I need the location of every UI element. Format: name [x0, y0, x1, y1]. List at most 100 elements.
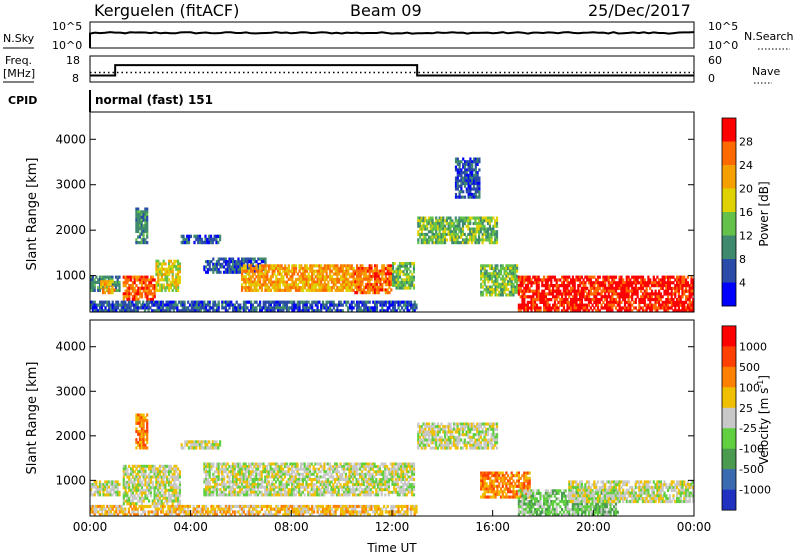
echo-cell: [216, 491, 218, 494]
echo-cell: [466, 171, 468, 174]
echo-cell: [324, 281, 326, 284]
echo-cell: [530, 284, 532, 287]
freq-label: Freq.: [5, 54, 32, 67]
echo-cell: [143, 427, 145, 430]
echo-region: [417, 217, 498, 245]
echo-cell: [685, 287, 687, 290]
echo-cell: [568, 276, 570, 279]
echo-cell: [286, 275, 288, 278]
echo-cell: [208, 440, 210, 443]
echo-cell: [581, 298, 583, 301]
echo-cell: [601, 298, 603, 301]
echo-cell: [112, 301, 114, 304]
echo-cell: [144, 492, 146, 495]
echo-cell: [146, 276, 148, 279]
echo-cell: [135, 438, 137, 441]
colorbar-swatch: [722, 236, 736, 260]
echo-cell: [215, 238, 217, 241]
echo-cell: [478, 158, 480, 161]
echo-cell: [219, 271, 221, 274]
echo-cell: [195, 440, 197, 443]
echo-cell: [266, 468, 268, 471]
echo-cell: [150, 492, 152, 495]
echo-cell: [520, 287, 522, 290]
echo-cell: [277, 463, 279, 466]
echo-cell: [94, 493, 96, 496]
echo-cell: [455, 230, 457, 233]
echo-cell: [148, 473, 150, 476]
echo-cell: [126, 281, 128, 284]
echo-cell: [563, 281, 565, 284]
echo-cell: [135, 284, 137, 287]
echo-cell: [179, 484, 181, 487]
echo-cell: [250, 286, 252, 289]
echo-cell: [206, 241, 208, 244]
echo-cell: [550, 298, 552, 301]
echo-cell: [128, 484, 130, 487]
echo-cell: [172, 276, 174, 279]
echo-cell: [212, 241, 214, 244]
echo-cell: [491, 238, 493, 241]
echo-cell: [631, 284, 633, 287]
echo-cell: [340, 301, 342, 304]
echo-cell: [345, 275, 347, 278]
echo-cell: [295, 264, 297, 267]
echo-cell: [221, 304, 223, 307]
echo-cell: [550, 278, 552, 281]
echo-cell: [413, 270, 415, 273]
echo-cell: [568, 284, 570, 287]
echo-cell: [273, 273, 275, 276]
echo-cell: [342, 267, 344, 270]
echo-cell: [471, 241, 473, 244]
y-tick-label: 4000: [55, 132, 86, 146]
echo-cell: [417, 238, 419, 241]
echo-cell: [288, 264, 290, 267]
echo-cell: [613, 278, 615, 281]
echo-cell: [671, 306, 673, 309]
echo-cell: [608, 292, 610, 295]
echo-cell: [606, 298, 608, 301]
echo-cell: [538, 290, 540, 293]
echo-cell: [496, 267, 498, 270]
echo-cell: [188, 238, 190, 241]
echo-cell: [135, 238, 137, 241]
echo-cell: [219, 238, 221, 241]
echo-cell: [619, 298, 621, 301]
echo-cell: [170, 260, 172, 263]
echo-cell: [457, 238, 459, 241]
echo-cell: [597, 304, 599, 307]
echo-cell: [581, 276, 583, 279]
echo-cell: [295, 493, 297, 496]
colorbar-swatch: [722, 189, 736, 213]
echo-cell: [188, 446, 190, 449]
echo-cell: [394, 284, 396, 287]
echo-cell: [464, 166, 466, 169]
echo-cell: [322, 301, 324, 304]
echo-cell: [460, 168, 462, 171]
echo-cell: [474, 236, 476, 239]
echo-cell: [219, 440, 221, 443]
echo-cell: [647, 284, 649, 287]
echo-cell: [308, 273, 310, 276]
echo-cell: [145, 281, 147, 284]
echo-cell: [125, 295, 127, 298]
echo-cell: [361, 283, 363, 286]
echo-cell: [394, 270, 396, 273]
echo-cell: [146, 419, 148, 422]
echo-cell: [557, 295, 559, 298]
echo-cell: [475, 166, 477, 169]
echo-cell: [95, 483, 97, 486]
echo-cell: [460, 236, 462, 239]
echo-cell: [255, 264, 257, 267]
echo-cell: [212, 258, 214, 261]
echo-cell: [117, 301, 119, 304]
echo-cell: [478, 185, 480, 188]
echo-cell: [291, 468, 293, 471]
echo-cell: [672, 281, 674, 284]
echo-cell: [335, 283, 337, 286]
echo-cell: [397, 276, 399, 279]
echo-cell: [338, 273, 340, 276]
echo-cell: [272, 275, 274, 278]
